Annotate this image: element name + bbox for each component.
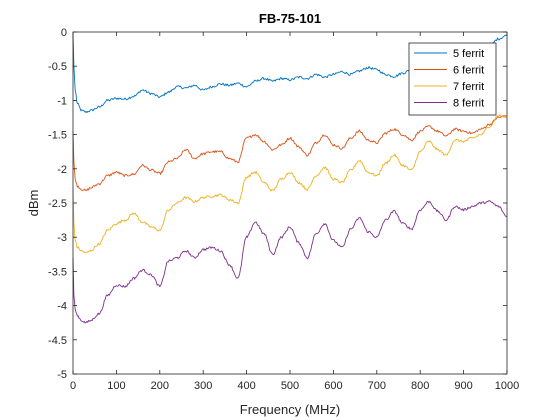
series-line-6-ferrit	[72, 115, 508, 192]
y-tick-label: -3	[57, 232, 67, 244]
legend-entry: 5 ferrit	[453, 48, 484, 60]
x-tick-label: 800	[411, 380, 429, 392]
y-tick-label: -4.5	[48, 335, 67, 347]
y-tick-label: -3.5	[48, 266, 67, 278]
y-tick-label: -4	[57, 301, 67, 313]
series-line-7-ferrit	[72, 114, 508, 254]
x-tick-label: 600	[324, 380, 342, 392]
x-tick-label: 300	[194, 380, 212, 392]
y-tick-label: -1.5	[48, 130, 67, 142]
legend: 5 ferrit 6 ferrit 7 ferrit 8 ferrit	[408, 42, 497, 116]
x-axis-label: Frequency (MHz)	[240, 402, 340, 417]
y-tick-label: -5	[57, 369, 67, 381]
axes	[72, 31, 508, 375]
legend-entry: 6 ferrit	[453, 65, 484, 77]
x-tick-label: 400	[237, 380, 255, 392]
x-tick-label: 900	[454, 380, 472, 392]
chart-title: FB-75-101	[259, 11, 321, 26]
x-tick-label: 500	[281, 380, 299, 392]
x-tick-label: 700	[368, 380, 386, 392]
y-tick-label: 0	[61, 27, 67, 39]
x-tick-label: 200	[151, 380, 169, 392]
y-tick-label: -2	[57, 164, 67, 176]
y-tick-label: -2.5	[48, 198, 67, 210]
x-tick-label: 1000	[495, 380, 519, 392]
legend-entry: 8 ferrit	[453, 98, 484, 110]
legend-entry: 7 ferrit	[453, 81, 484, 93]
x-tick-label: 0	[70, 380, 76, 392]
x-tick-label: 100	[107, 380, 125, 392]
tick-labels: 0 100 200 300 400 500 600 700 800 900 1000 -5 -4.5 -4…	[48, 27, 519, 392]
y-tick-label: -0.5	[48, 61, 67, 73]
y-axis-label: dBm	[26, 190, 41, 217]
y-tick-label: -1	[57, 95, 67, 107]
series-line-8-ferrit	[72, 200, 508, 324]
